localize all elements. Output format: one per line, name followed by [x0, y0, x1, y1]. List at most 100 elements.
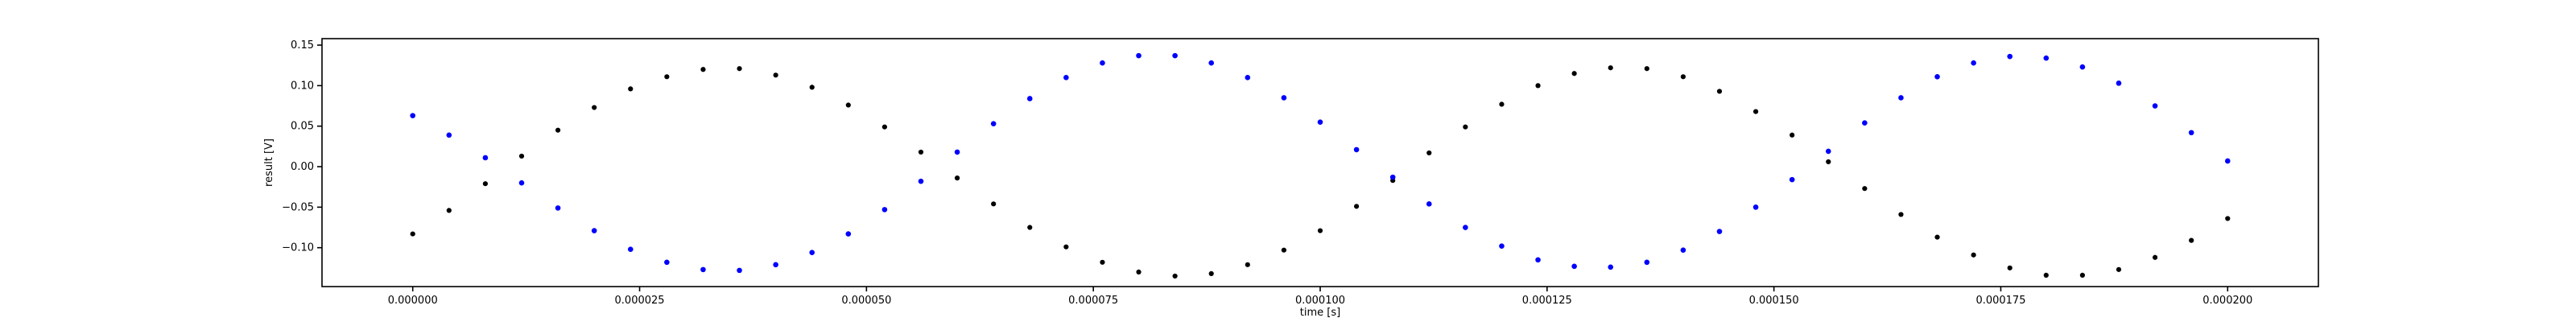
- data-point: [627, 246, 634, 252]
- data-point: [881, 207, 888, 213]
- data-point: [1100, 60, 1105, 66]
- data-point: [2116, 266, 2122, 272]
- data-point: [1789, 176, 1795, 183]
- data-point: [918, 178, 924, 184]
- y-tick-label: 0.15: [291, 39, 314, 52]
- y-tick-label: −0.05: [282, 201, 314, 213]
- data-point: [1463, 124, 1468, 130]
- data-point: [1862, 186, 1868, 192]
- y-tick-label: 0.00: [291, 161, 314, 173]
- data-point: [2079, 64, 2086, 70]
- data-point: [2007, 53, 2013, 60]
- data-point: [555, 127, 561, 133]
- data-point: [1499, 243, 1505, 249]
- data-point: [1136, 52, 1141, 59]
- x-axis-label: time [s]: [1300, 307, 1340, 319]
- data-point: [954, 149, 960, 155]
- data-point: [1680, 247, 1686, 254]
- data-point: [1463, 225, 1468, 230]
- data-point: [1063, 75, 1069, 80]
- data-point: [1426, 201, 1432, 207]
- data-point: [700, 67, 706, 72]
- data-point: [1063, 244, 1069, 250]
- series-0: [410, 65, 2231, 279]
- y-tick-label: 0.10: [291, 80, 314, 92]
- x-tick-label: 0.000025: [615, 295, 665, 307]
- x-tick-label: 0.000150: [1749, 295, 1799, 307]
- data-point: [1898, 95, 1904, 101]
- data-point: [1680, 74, 1686, 80]
- y-axis-ticks: −0.10 −0.05 0.00 0.05 0.10 0.15: [282, 39, 322, 254]
- data-point: [991, 201, 997, 207]
- data-point: [482, 181, 489, 187]
- series-1: [410, 52, 2231, 274]
- data-point: [482, 155, 489, 161]
- data-point: [1716, 229, 1723, 234]
- data-point: [664, 259, 670, 266]
- data-point: [1862, 120, 1868, 126]
- data-point: [664, 74, 670, 80]
- data-point: [1971, 252, 1976, 258]
- data-point: [2079, 272, 2086, 279]
- data-point: [1608, 264, 1614, 270]
- data-point: [1535, 83, 1541, 89]
- data-point: [1317, 228, 1323, 233]
- data-point: [1752, 204, 1759, 210]
- data-point: [1825, 148, 1831, 155]
- x-tick-label: 0.000100: [1295, 295, 1345, 307]
- data-point: [2152, 103, 2158, 109]
- y-axis-label: result [V]: [263, 138, 275, 187]
- data-point: [1353, 204, 1360, 209]
- data-point: [518, 153, 525, 159]
- data-point: [773, 262, 778, 268]
- data-point: [1571, 263, 1577, 270]
- data-point: [446, 132, 452, 138]
- data-point: [2152, 254, 2158, 260]
- data-point: [1353, 147, 1360, 153]
- data-point: [918, 149, 924, 155]
- y-tick-label: −0.10: [282, 242, 314, 254]
- data-point: [410, 113, 416, 118]
- data-point: [1608, 65, 1613, 71]
- data-point: [1752, 109, 1759, 114]
- data-point: [1644, 66, 1649, 72]
- data-point: [845, 231, 852, 237]
- data-point: [555, 205, 561, 211]
- data-point: [990, 121, 997, 126]
- data-point: [2188, 130, 2194, 136]
- x-tick-label: 0.000125: [1522, 295, 1572, 307]
- data-point: [1281, 95, 1287, 101]
- data-point: [1100, 259, 1105, 265]
- x-axis-ticks: 0.000000 0.000025 0.000050 0.000075 0.000100…: [388, 287, 2252, 307]
- data-point: [1208, 60, 1215, 66]
- data-point: [2043, 272, 2049, 279]
- data-point: [2189, 237, 2194, 243]
- data-point: [446, 208, 452, 213]
- data-point: [1571, 71, 1577, 76]
- x-tick-label: 0.000075: [1068, 295, 1118, 307]
- data-point: [2224, 158, 2231, 164]
- data-point: [1281, 247, 1287, 253]
- data-point: [954, 175, 960, 181]
- x-tick-label: 0.000175: [1975, 295, 2025, 307]
- data-point: [592, 105, 597, 110]
- data-point: [1136, 269, 1141, 275]
- data-point: [1027, 225, 1033, 230]
- series-layer: [410, 52, 2231, 279]
- data-point: [2116, 80, 2122, 86]
- data-point: [1971, 60, 1976, 66]
- data-point: [700, 266, 706, 273]
- data-point: [845, 102, 851, 108]
- y-tick-label: 0.05: [291, 121, 314, 133]
- data-point: [1934, 234, 1940, 240]
- data-point: [737, 267, 742, 274]
- data-point: [1026, 96, 1033, 101]
- data-point: [2043, 55, 2050, 61]
- data-point: [1499, 101, 1505, 107]
- data-point: [628, 86, 634, 92]
- data-point: [2225, 216, 2231, 221]
- data-point: [1172, 273, 1178, 279]
- data-point: [1934, 74, 1940, 80]
- x-tick-label: 0.000000: [388, 295, 438, 307]
